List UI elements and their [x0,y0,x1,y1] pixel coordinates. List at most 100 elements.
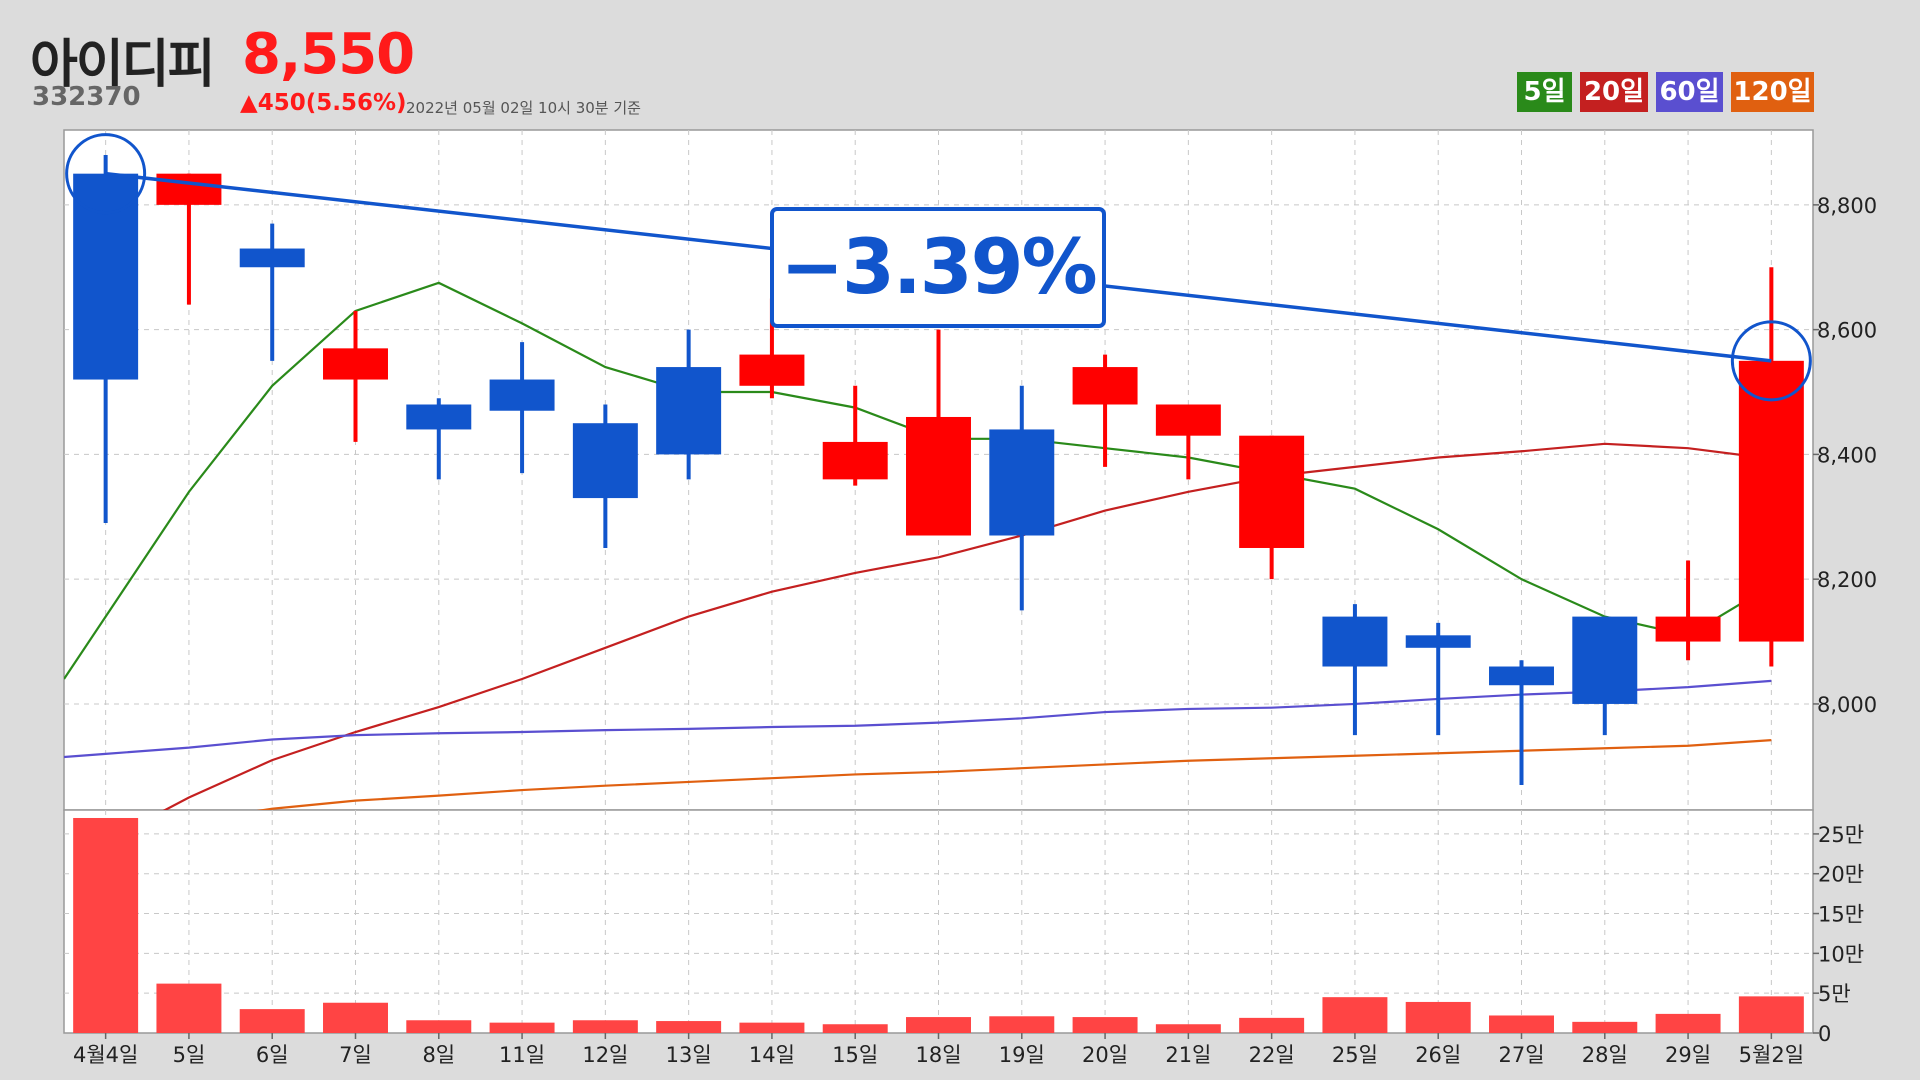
volume-bar [239,1009,305,1033]
candle [323,310,388,442]
candle-body [239,248,305,268]
x-tick-label: 15일 [832,1043,878,1067]
candle-body [1155,404,1221,436]
volume-bar [1738,996,1804,1033]
candle-body [1489,666,1554,686]
y-tick-label: 8,800 [1817,194,1877,218]
volume-bar [406,1020,472,1033]
volume-bar [1322,997,1388,1033]
candle [1738,267,1804,667]
candle-body [906,416,971,536]
volume-tick-label: 5만 [1818,982,1851,1006]
volume-bars [73,817,1804,1033]
volume-bar [1655,1013,1721,1033]
x-tick-label: 12일 [582,1043,628,1067]
candle-body [1072,367,1138,405]
volume-bar [906,1017,971,1033]
candle-body [1239,435,1305,548]
ma-line-120 [256,739,1772,810]
candle [239,223,305,361]
legend-ma20[interactable]: 20일 [1580,72,1648,112]
candle [406,398,472,480]
x-tick-label: 29일 [1665,1043,1711,1067]
y-tick-label: 8,600 [1817,319,1877,343]
candle [1072,354,1138,467]
x-tick-label: 7일 [339,1043,372,1067]
ma-line-20 [162,442,1772,810]
candle-body [1322,616,1388,667]
volume-tick-label: 15만 [1818,903,1864,927]
x-tick-label: 20일 [1082,1043,1128,1067]
candle [1239,435,1305,580]
candle [1572,616,1638,736]
x-tick-label: 22일 [1249,1043,1295,1067]
ma-line-60 [64,679,1772,759]
x-tick-label: 27일 [1498,1043,1544,1067]
y-tick-label: 8,000 [1817,693,1877,717]
candle [1405,622,1471,736]
candle-body [489,379,555,411]
candle-body [73,173,139,380]
candle-body [739,354,805,386]
legend-ma60[interactable]: 60일 [1656,72,1723,112]
volume-tick-label: 0 [1818,1022,1831,1046]
x-tick-label: 13일 [666,1043,712,1067]
volume-bar [156,983,222,1033]
candle [572,404,638,548]
x-tick-label: 25일 [1332,1043,1378,1067]
candle [989,385,1055,611]
volume-bar [73,817,139,1033]
candle [656,329,722,480]
trend-label-box [770,207,1106,328]
ma-line-5 [64,281,1772,680]
current-price: 8,550 [242,22,415,87]
volume-bar [1489,1015,1554,1033]
volume-bar [572,1020,638,1033]
legend-ma120[interactable]: 120일 [1731,72,1814,112]
y-tick-label: 8,200 [1817,568,1877,592]
candle-body [989,429,1055,536]
candle [1489,660,1554,786]
x-tick-label: 4월4일 [73,1043,138,1067]
candle [1322,604,1388,736]
x-tick-label: 19일 [999,1043,1045,1067]
candle [906,329,971,536]
volume-tick-label: 20만 [1818,863,1864,887]
x-tick-label: 18일 [915,1043,961,1067]
volume-bar [1572,1021,1638,1033]
candle-body [1572,616,1638,704]
volume-bar [1155,1024,1221,1033]
moving-averages [64,281,1772,810]
volume-bar [989,1016,1055,1033]
candle-body [1405,635,1471,648]
candles [73,154,1804,786]
x-tick-label: 14일 [749,1043,795,1067]
volume-bar [1239,1017,1305,1033]
stock-name: 아이디피 [30,35,215,95]
volume-bar [323,1002,388,1033]
legend-ma5[interactable]: 5일 [1517,72,1572,112]
x-tick-label: 11일 [499,1043,545,1067]
candle-body [656,367,722,455]
candle-body [406,404,472,430]
volume-tick-label: 25만 [1818,823,1864,847]
candle-body [1655,616,1721,642]
volume-bar [656,1021,722,1033]
x-tick-label: 5일 [173,1043,206,1067]
volume-bar [822,1024,888,1033]
candle-body [822,441,888,480]
trend-start-marker [65,133,147,215]
candle-body [1738,360,1804,642]
trend-end-marker [1730,320,1812,402]
candle-body [323,348,388,380]
candle [73,154,139,524]
volume-bar [1405,1001,1471,1033]
trend-change-label: −3.39% [780,222,1095,311]
candle-body [572,423,638,499]
volume-bar [739,1022,805,1033]
y-tick-label: 8,400 [1817,443,1877,467]
price-change: ▲450(5.56%) [240,90,407,116]
candle [489,342,555,474]
x-tick-label: 21일 [1165,1043,1211,1067]
